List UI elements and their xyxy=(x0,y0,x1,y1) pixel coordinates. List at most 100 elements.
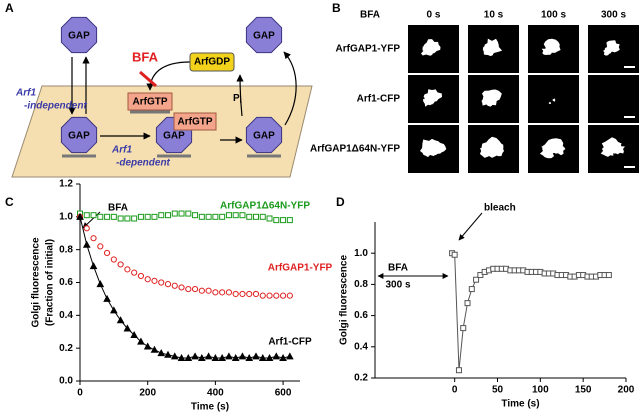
pathway-label: Arf1 xyxy=(111,145,132,156)
marker xyxy=(219,213,226,220)
marker xyxy=(178,284,185,291)
marker xyxy=(171,210,178,217)
marker xyxy=(259,213,266,220)
marker xyxy=(164,350,172,358)
pathway-label: -dependent xyxy=(116,158,171,169)
pathway-label: -independent xyxy=(24,101,87,112)
marker xyxy=(246,290,253,298)
marker xyxy=(158,212,165,219)
marker xyxy=(124,266,131,273)
marker xyxy=(82,240,91,248)
micrograph xyxy=(408,75,459,123)
marker xyxy=(252,290,260,298)
x-tick-label: 0 xyxy=(452,385,458,396)
x-tick-label: 600 xyxy=(275,388,292,399)
marker xyxy=(96,280,105,288)
gap-label: GAP xyxy=(68,131,90,142)
marker xyxy=(273,217,280,224)
marker xyxy=(178,210,185,217)
membrane-anchors xyxy=(62,110,281,158)
marker xyxy=(259,292,266,299)
marker xyxy=(239,290,246,298)
marker xyxy=(198,213,205,220)
marker xyxy=(97,243,104,250)
series-line xyxy=(79,216,290,359)
golgi-signal xyxy=(491,143,504,157)
annotation: BFA xyxy=(388,263,408,274)
marker xyxy=(191,285,199,293)
x-tick-label: 150 xyxy=(575,385,592,396)
marker xyxy=(212,213,219,220)
pi-sub: i xyxy=(240,98,242,105)
arfgtp-label: ArfGTP xyxy=(133,97,168,108)
marker xyxy=(103,249,111,257)
panel-label: B xyxy=(332,1,341,15)
marker xyxy=(225,212,232,219)
marker xyxy=(225,352,233,360)
marker xyxy=(157,349,166,357)
marker xyxy=(76,212,84,220)
marker xyxy=(117,215,124,222)
marker xyxy=(90,235,97,242)
inhibition-mark xyxy=(139,70,157,88)
marker xyxy=(150,345,159,353)
pathway-label: Arf1 xyxy=(15,88,36,99)
gap-label: GAP xyxy=(68,31,90,42)
marker xyxy=(273,292,280,299)
legend-label: ArfGAP1-YFP xyxy=(268,263,333,274)
marker xyxy=(246,213,253,220)
marker xyxy=(137,272,145,280)
y-tick-label: 0.6 xyxy=(59,277,73,288)
marker xyxy=(225,289,233,296)
image-frame xyxy=(588,75,639,123)
marker xyxy=(97,213,104,220)
panel-label: C xyxy=(5,195,14,209)
marker xyxy=(219,289,226,296)
legend-label: Arf1-CFP xyxy=(268,337,312,348)
row-label: Arf1-CFP xyxy=(357,94,401,105)
marker xyxy=(185,285,192,293)
time-label: 300 s xyxy=(601,10,626,21)
marker xyxy=(473,276,480,283)
x-tick-label: 200 xyxy=(618,385,635,396)
y-tick-label: 1.0 xyxy=(59,211,73,222)
micrograph xyxy=(408,125,459,173)
y-tick-label: 1.2 xyxy=(59,179,73,190)
marker xyxy=(231,353,240,362)
marker xyxy=(137,213,144,220)
golgi-signal xyxy=(541,46,555,55)
gap-octagon xyxy=(60,116,98,154)
marker xyxy=(144,213,151,220)
y-tick-label: 1.0 xyxy=(354,248,368,259)
micrograph xyxy=(528,75,579,123)
marker xyxy=(198,353,206,362)
marker xyxy=(279,292,287,299)
marker xyxy=(192,212,199,219)
marker xyxy=(130,330,138,339)
gap-label: GAP xyxy=(253,31,275,42)
panel-label: D xyxy=(336,195,345,209)
marker xyxy=(144,276,151,283)
marker xyxy=(151,213,158,220)
marker xyxy=(212,289,219,296)
panel-label: A xyxy=(5,1,14,15)
golgi-signal xyxy=(423,96,435,107)
marker xyxy=(165,212,171,219)
time-label: 0 s xyxy=(427,10,441,21)
row-label: ArfGAP1Δ64N-YFP xyxy=(310,144,400,155)
marker xyxy=(90,212,97,219)
y-axis-label: Golgi fluorescence xyxy=(339,255,350,345)
marker xyxy=(460,325,467,332)
marker xyxy=(279,353,287,362)
marker xyxy=(204,352,213,360)
annotation: BFA xyxy=(108,203,128,214)
marker xyxy=(205,287,212,294)
marker xyxy=(245,353,254,362)
y-tick-label: 0.8 xyxy=(354,279,368,290)
micrograph xyxy=(468,75,519,123)
golgi-signal xyxy=(421,46,435,56)
marker xyxy=(265,353,274,362)
marker xyxy=(266,292,273,299)
y-axis-label: Golgi fluorescence xyxy=(31,237,42,327)
